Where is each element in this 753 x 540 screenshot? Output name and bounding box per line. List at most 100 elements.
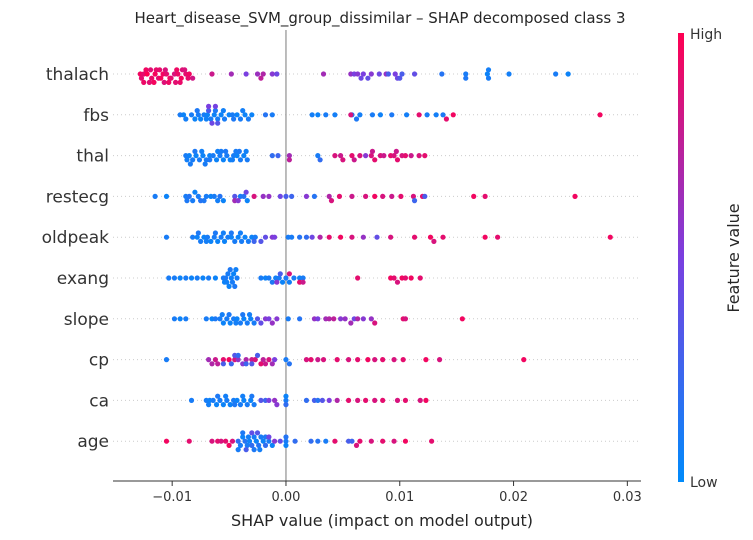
- point-restecg-37: [380, 193, 386, 199]
- point-restecg-17: [201, 198, 207, 204]
- point-oldpeak-32: [289, 234, 295, 240]
- point-age-2: [209, 438, 215, 444]
- point-cp-12: [252, 357, 258, 363]
- point-ca-12: [241, 397, 247, 403]
- point-thal-38: [332, 153, 338, 159]
- point-restecg-31: [326, 193, 332, 199]
- point-cp-30: [315, 357, 321, 363]
- point-slope-22: [254, 316, 261, 322]
- point-thal-9: [213, 157, 220, 163]
- point-exang-34: [274, 279, 280, 285]
- point-slope-21: [246, 312, 253, 318]
- point-thalach-17: [147, 67, 154, 73]
- point-cp-40: [423, 357, 429, 363]
- point-age-21: [266, 438, 272, 444]
- point-exang-14: [226, 283, 232, 289]
- point-fbs-28: [209, 120, 215, 126]
- point-fbs-22: [203, 116, 209, 122]
- point-age-40: [315, 438, 321, 444]
- feature-label-age: age: [77, 432, 109, 452]
- point-exang-2: [177, 275, 183, 281]
- point-thal-5: [200, 153, 206, 159]
- point-slope-40: [360, 316, 366, 322]
- point-fbs-42: [377, 112, 384, 118]
- point-thal-8: [210, 153, 216, 159]
- point-thal-36: [315, 153, 321, 159]
- point-ca-16: [205, 402, 212, 408]
- point-cp-36: [372, 357, 378, 363]
- point-slope-45: [459, 316, 465, 322]
- point-age-18: [258, 434, 264, 440]
- point-thal-16: [237, 157, 244, 163]
- point-age-13: [246, 438, 253, 444]
- point-ca-43: [417, 397, 423, 403]
- point-restecg-29: [303, 193, 310, 199]
- point-oldpeak-35: [309, 234, 315, 240]
- point-restecg-24: [260, 193, 266, 199]
- point-oldpeak-9: [218, 234, 224, 240]
- point-thalach-26: [146, 79, 153, 85]
- point-slope-34: [331, 316, 337, 322]
- point-cp-27: [286, 361, 292, 367]
- point-cp-35: [365, 357, 371, 363]
- feature-label-slope: slope: [64, 310, 109, 330]
- point-ca-18: [223, 393, 229, 399]
- point-cp-32: [334, 357, 340, 363]
- point-oldpeak-37: [326, 234, 332, 240]
- point-ca-28: [283, 402, 289, 408]
- point-age-45: [353, 442, 360, 448]
- point-age-23: [235, 447, 241, 453]
- point-restecg-44: [471, 193, 477, 199]
- point-ca-30: [303, 397, 310, 403]
- point-restecg-22: [243, 189, 249, 195]
- point-thalach-13: [186, 71, 192, 77]
- point-oldpeak-45: [431, 238, 437, 244]
- point-thalach-35: [228, 71, 234, 77]
- point-fbs-7: [204, 112, 211, 118]
- point-oldpeak-5: [204, 234, 211, 240]
- point-ca-37: [355, 397, 361, 403]
- point-age-14: [249, 442, 255, 448]
- point-ca-24: [266, 397, 272, 403]
- point-thal-42: [351, 157, 357, 163]
- point-slope-1: [177, 316, 183, 322]
- point-thal-43: [357, 153, 363, 159]
- point-slope-41: [368, 316, 374, 322]
- point-oldpeak-16: [242, 234, 248, 240]
- point-thal-33: [275, 153, 281, 159]
- point-slope-23: [258, 320, 264, 326]
- point-exang-6: [200, 275, 206, 281]
- point-slope-27: [274, 316, 280, 322]
- point-slope-7: [224, 316, 230, 322]
- point-exang-8: [212, 275, 219, 281]
- point-restecg-1: [163, 193, 170, 199]
- point-thalach-53: [392, 71, 398, 77]
- point-thalach-47: [360, 71, 366, 77]
- point-oldpeak-43: [411, 234, 418, 240]
- point-age-24: [240, 430, 246, 436]
- point-thal-46: [372, 157, 378, 163]
- chart-title: Heart_disease_SVM_group_dissimilar – SHA…: [134, 9, 625, 28]
- point-thalach-10: [175, 71, 181, 77]
- point-age-41: [323, 438, 329, 444]
- point-fbs-26: [240, 108, 246, 114]
- point-oldpeak-7: [211, 234, 217, 240]
- point-oldpeak-26: [251, 238, 257, 244]
- point-age-44: [349, 438, 355, 444]
- point-thalach-25: [141, 79, 147, 85]
- point-slope-10: [234, 316, 240, 322]
- point-exang-42: [394, 279, 401, 285]
- point-thal-10: [217, 153, 223, 159]
- point-fbs-36: [323, 112, 329, 118]
- point-thal-56: [369, 148, 376, 154]
- point-age-46: [357, 438, 363, 444]
- point-slope-36: [342, 316, 348, 322]
- point-cp-4: [215, 361, 221, 367]
- point-oldpeak-25: [237, 230, 244, 236]
- point-age-38: [292, 438, 298, 444]
- point-exang-5: [194, 275, 200, 281]
- point-age-15: [251, 434, 257, 440]
- feature-label-fbs: fbs: [83, 106, 109, 126]
- point-restecg-5: [192, 189, 198, 195]
- point-oldpeak-23: [220, 230, 226, 236]
